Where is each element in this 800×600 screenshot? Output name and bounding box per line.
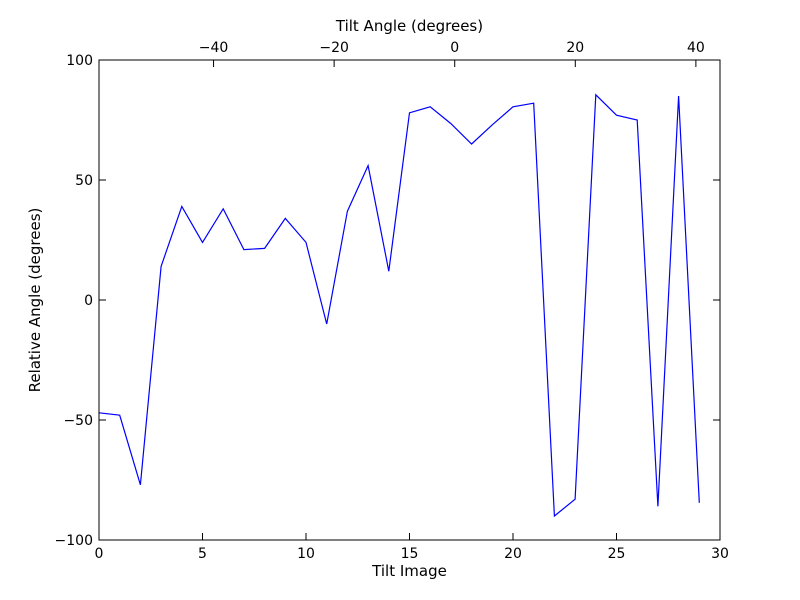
data-point	[637, 119, 638, 120]
top-x-axis-title: Tilt Angle (degrees)	[335, 17, 483, 35]
data-point	[368, 165, 369, 166]
data-point	[554, 515, 555, 516]
data-point	[595, 94, 596, 95]
data-point	[202, 242, 203, 243]
data-point	[616, 115, 617, 116]
series-line-0	[98, 93, 700, 518]
data-point	[223, 208, 224, 209]
top-x-tick-label: 40	[687, 40, 705, 56]
data-point	[430, 106, 431, 107]
top-x-tick-label: −40	[199, 40, 229, 56]
data-point	[161, 266, 162, 267]
data-point	[140, 484, 141, 485]
data-point	[264, 248, 265, 249]
top-x-tick-label: 0	[450, 40, 459, 56]
x-tick-label: 10	[297, 546, 315, 562]
x-axis-title: Tilt Image	[371, 562, 447, 580]
y-tick-label: 0	[84, 293, 93, 309]
data-point	[471, 143, 472, 144]
data-point	[119, 415, 120, 416]
data-point	[450, 123, 451, 124]
top-x-tick-label: 20	[566, 40, 584, 56]
x-tick-label: 15	[401, 546, 419, 562]
data-point	[678, 95, 679, 96]
x-tick-label: 25	[608, 546, 626, 562]
y-tick-label: −50	[63, 413, 93, 429]
data-point	[533, 103, 534, 104]
data-point	[305, 242, 306, 243]
x-tick-label: 30	[711, 546, 729, 562]
data-point	[409, 112, 410, 113]
x-tick-label: 0	[95, 546, 104, 562]
data-point	[243, 249, 244, 250]
y-tick-label: 100	[66, 53, 93, 69]
y-axis-title: Relative Angle (degrees)	[26, 208, 44, 393]
top-x-tick-label: −20	[319, 40, 349, 56]
data-point	[388, 271, 389, 272]
x-tick-label: 5	[198, 546, 207, 562]
data-point	[347, 211, 348, 212]
data-point	[326, 323, 327, 324]
data-point	[575, 499, 576, 500]
data-point	[512, 106, 513, 107]
data-point	[285, 218, 286, 219]
data-point	[492, 124, 493, 125]
y-tick-label: −100	[55, 533, 93, 549]
data-point	[657, 506, 658, 507]
x-tick-label: 20	[504, 546, 522, 562]
y-tick-label: 50	[75, 173, 93, 189]
data-point	[181, 206, 182, 207]
data-point	[699, 502, 700, 503]
